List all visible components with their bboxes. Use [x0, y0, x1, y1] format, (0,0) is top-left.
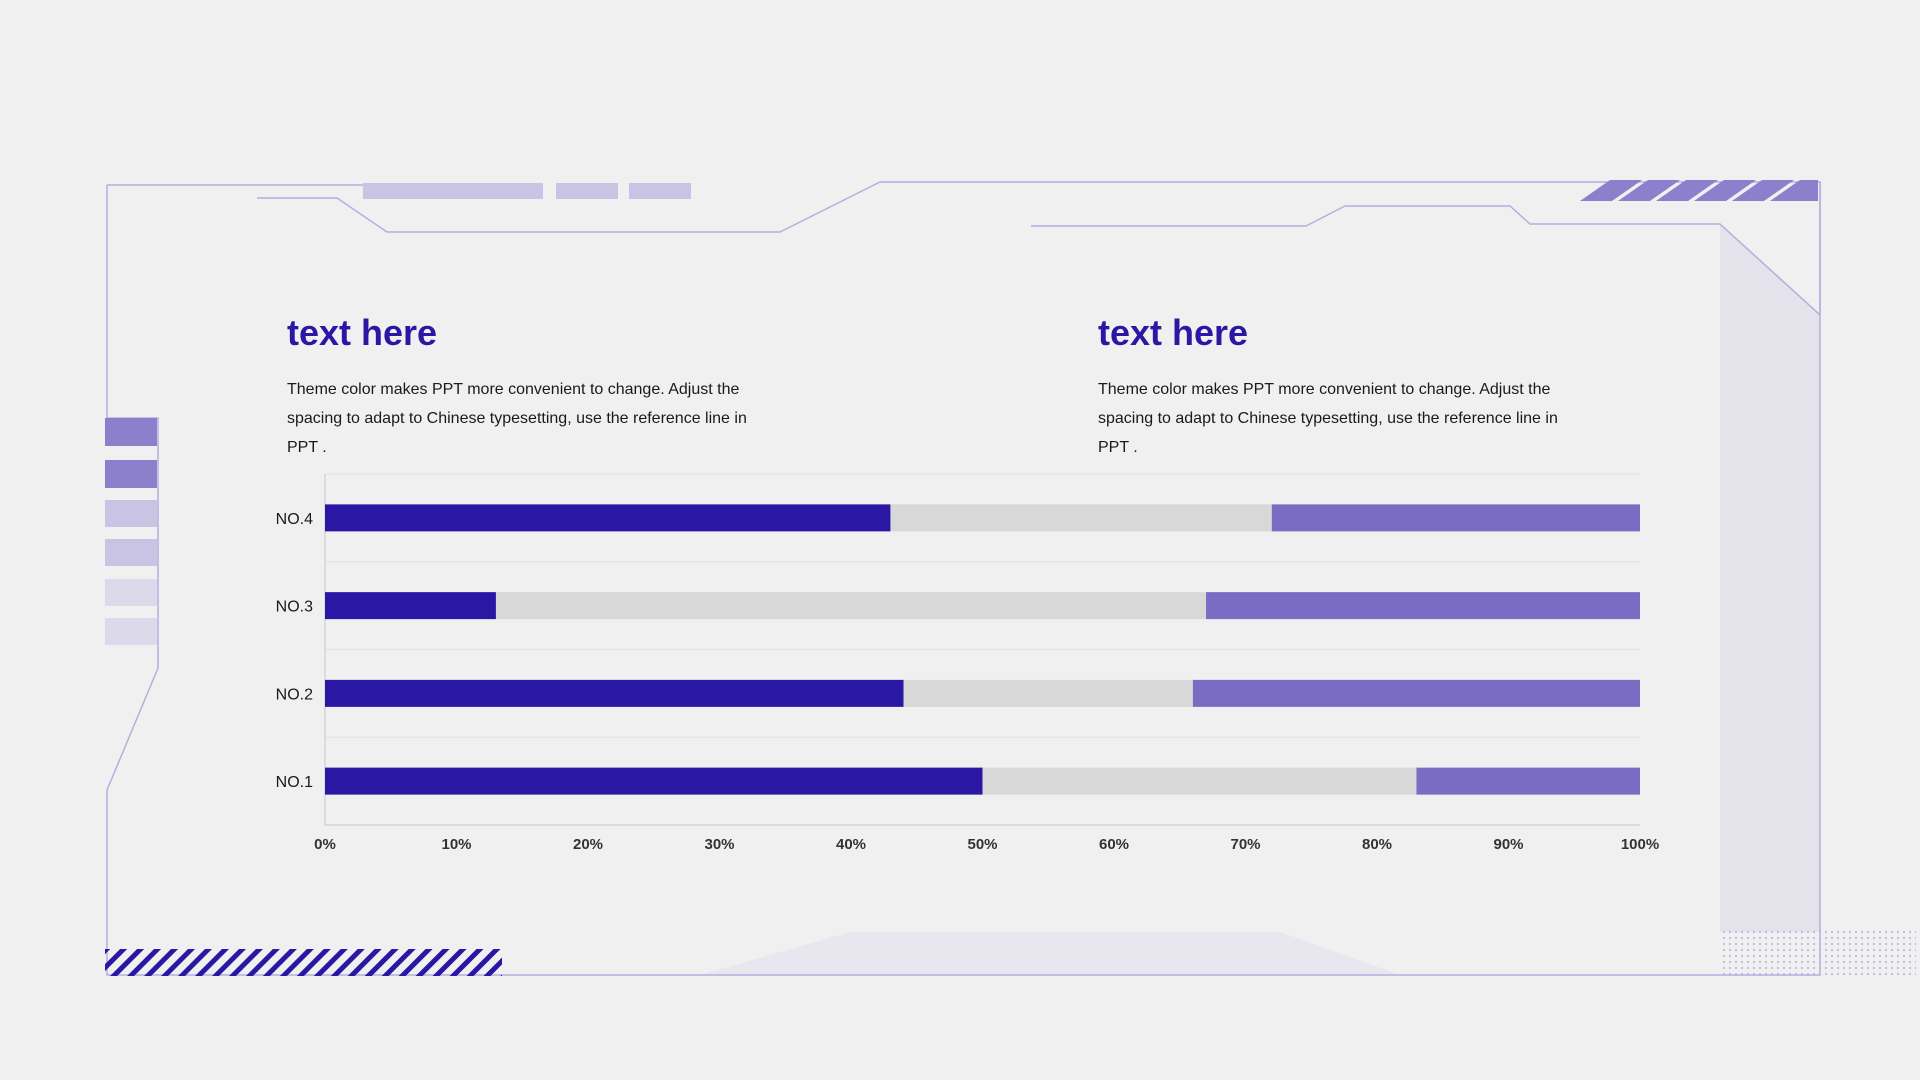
block-body: Theme color makes PPT more convenient to… — [287, 380, 747, 456]
top-deco-rect — [629, 183, 691, 199]
text-block-left: text here Theme color makes PPT more con… — [287, 313, 807, 462]
category-label: NO.3 — [276, 599, 313, 616]
dot-grid-deco — [1720, 928, 1916, 975]
category-label: NO.1 — [276, 774, 313, 791]
side-block — [105, 418, 157, 446]
frame-outline — [106, 185, 1821, 976]
stripe-deco — [1732, 180, 1794, 201]
bar-segment — [1192, 679, 1640, 707]
stripe-deco — [1618, 180, 1680, 201]
block-title: text here — [1098, 312, 1249, 353]
bar-segment — [495, 592, 1207, 620]
stripe-deco — [1770, 180, 1818, 201]
top-deco-rect — [363, 183, 543, 199]
x-tick-label: 50% — [967, 836, 997, 853]
block-body: Theme color makes PPT more convenient to… — [1098, 380, 1558, 456]
bar-segment — [890, 504, 1272, 532]
bar-segment — [982, 767, 1417, 795]
x-tick-label: 20% — [573, 836, 603, 853]
hatch-deco — [105, 949, 502, 976]
side-block — [105, 500, 157, 527]
x-tick-label: 30% — [704, 836, 734, 853]
bar-segment — [325, 679, 904, 707]
side-block — [105, 618, 157, 645]
bar-segment — [1206, 592, 1640, 620]
x-tick-label: 70% — [1230, 836, 1260, 853]
category-label: NO.4 — [276, 511, 313, 528]
top-deco-rect — [556, 183, 618, 199]
side-block — [105, 579, 157, 606]
bar-segment — [325, 504, 891, 532]
bottom-trapezoid — [700, 932, 1400, 975]
stripe-deco — [1694, 180, 1756, 201]
stripe-deco — [1580, 180, 1642, 201]
x-tick-label: 0% — [314, 836, 336, 853]
x-tick-label: 10% — [441, 836, 471, 853]
block-title: text here — [287, 312, 438, 353]
x-tick-label: 60% — [1099, 836, 1129, 853]
bar-segment — [325, 767, 983, 795]
side-block — [105, 460, 157, 488]
bar-segment — [903, 679, 1193, 707]
x-tick-label: 40% — [836, 836, 866, 853]
x-tick-label: 90% — [1493, 836, 1523, 853]
bar-segment — [1271, 504, 1640, 532]
x-tick-label: 80% — [1362, 836, 1392, 853]
side-block — [105, 539, 157, 566]
stripe-deco — [1656, 180, 1718, 201]
text-block-right: text here Theme color makes PPT more con… — [1098, 313, 1618, 462]
x-tick-label: 100% — [1621, 836, 1659, 853]
bar-segment — [1416, 767, 1640, 795]
right-side-panel — [1720, 224, 1820, 932]
category-label: NO.2 — [276, 686, 313, 703]
bar-segment — [325, 592, 496, 620]
